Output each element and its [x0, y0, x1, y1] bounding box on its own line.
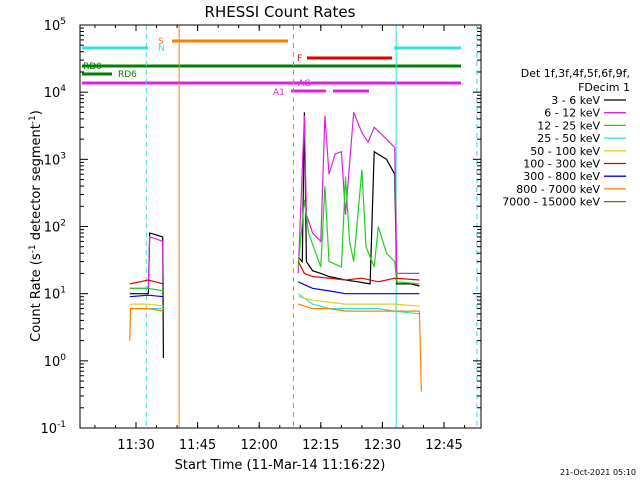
axes-layer: 11:30 11:45 12:00 12:15 12:30 12:45 10-1 100 101…: [40, 17, 481, 453]
footer-timestamp: 21-Oct-2021 05:10: [560, 468, 636, 477]
flag-label-s: S: [158, 37, 164, 47]
legend-entry-label-8: 7000 - 15000 keV: [502, 196, 600, 209]
y-axis-label-sup1: -1: [28, 244, 38, 253]
series-0-segment-0: [129, 232, 164, 359]
flags-layer: SN F RD0 RD6 AG A1: [82, 37, 461, 98]
series-5-segment-0: [129, 279, 164, 285]
series-6-segment-0: [129, 294, 164, 298]
series-layer: [129, 112, 422, 392]
y-tick-label-3: 102: [44, 219, 66, 236]
legend-entry-label-3: 25 - 50 keV: [537, 132, 600, 145]
flag-label-a1: A1: [273, 88, 285, 98]
flag-label-rd6: RD6: [118, 70, 137, 80]
legend-entry-label-5: 100 - 300 keV: [523, 158, 600, 171]
series-4-segment-0: [129, 303, 164, 307]
y-tick-label-0: 10-1: [40, 420, 66, 437]
flag-label-f: F: [297, 54, 302, 64]
series-4-segment-1: [298, 296, 420, 307]
chart-title: RHESSI Count Rates: [205, 3, 356, 21]
y-axis-label-part3: ): [29, 110, 44, 115]
series-5-segment-1: [297, 261, 420, 283]
x-tick-label-5: 12:45: [425, 438, 462, 453]
x-tick-label-1: 11:45: [179, 438, 216, 453]
series-6-segment-1: [297, 281, 420, 295]
legend-entry-label-6: 300 - 800 keV: [523, 170, 600, 183]
flag-label-rd0: RD0: [83, 62, 102, 72]
series-2-segment-0: [129, 287, 164, 292]
flag-label-n: N: [158, 44, 165, 54]
series-2-segment-1: [297, 169, 420, 285]
y-tick-label-5: 104: [44, 84, 67, 101]
x-tick-label-3: 12:15: [302, 438, 339, 453]
y-axis-label-sup2: -1: [28, 115, 38, 124]
y-axis-label-part1: Count Rate (s: [29, 253, 44, 342]
y-tick-label-2: 101: [44, 286, 66, 303]
legend-header-line-0: Det 1f,3f,4f,5f,6f,9f,: [521, 67, 630, 80]
series-7-segment-0: [129, 308, 164, 341]
y-tick-label-6: 105: [44, 17, 66, 34]
legend-entry-label-1: 6 - 12 keV: [544, 107, 600, 120]
legend-entry-label-7: 800 - 7000 keV: [516, 183, 600, 196]
flag-label-ag: AG: [298, 79, 311, 89]
legend-entry-label-2: 12 - 25 keV: [537, 119, 600, 132]
y-axis-label-part2: detector segment: [29, 124, 44, 244]
legend-entry-label-4: 50 - 100 keV: [530, 145, 600, 158]
y-axis-label: Count Rate (s-1 detector segment-1): [28, 110, 44, 342]
series-1-segment-1: [297, 112, 420, 274]
legend-entry-label-0: 3 - 6 keV: [551, 94, 600, 107]
x-axis-label: Start Time (11-Mar-14 11:16:22): [175, 458, 386, 473]
attenuator-lines: [145, 25, 478, 428]
y-tick-label-1: 100: [44, 353, 67, 370]
y-tick-label-4: 103: [44, 151, 66, 168]
x-tick-label-4: 12:30: [364, 438, 401, 453]
legend-header-line-1: FDecim 1: [578, 81, 630, 94]
legend: Det 1f,3f,4f,5f,6f,9f,FDecim 13 - 6 keV6…: [502, 67, 630, 209]
x-tick-label-0: 11:30: [117, 438, 154, 453]
x-tick-label-2: 12:00: [240, 438, 277, 453]
series-7-segment-1: [298, 303, 422, 392]
